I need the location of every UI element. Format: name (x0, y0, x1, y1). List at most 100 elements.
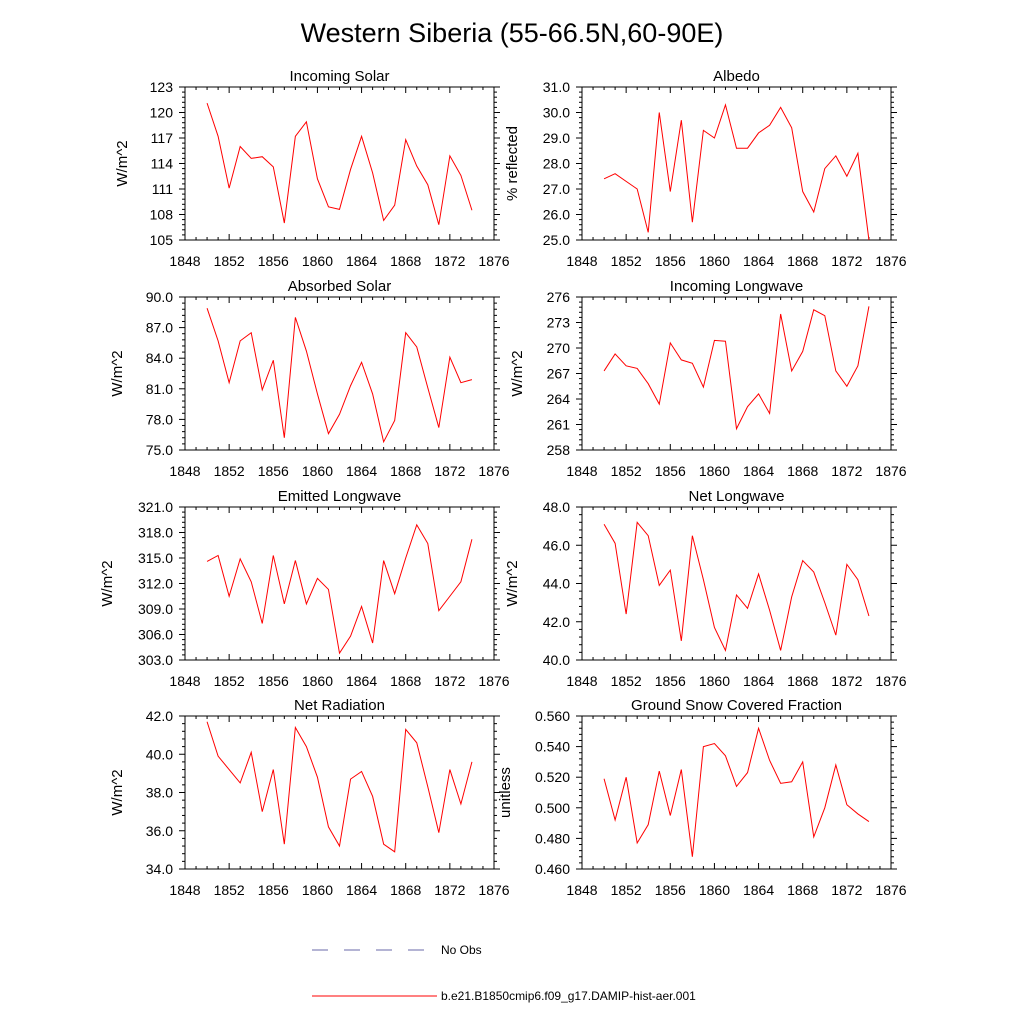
x-tick-label: 1872 (831, 882, 862, 898)
x-tick-label: 1848 (566, 253, 597, 269)
x-tick-label: 1856 (258, 882, 289, 898)
y-tick-label: 261 (547, 417, 571, 433)
y-tick-label: 0.480 (535, 830, 570, 846)
x-tick-label: 1852 (214, 882, 245, 898)
x-tick-label: 1864 (346, 673, 377, 689)
x-tick-label: 1868 (390, 463, 421, 479)
x-tick-label: 1872 (434, 463, 465, 479)
plot-frame (581, 86, 892, 241)
x-tick-label: 1868 (787, 463, 818, 479)
x-tick-label: 1852 (214, 253, 245, 269)
x-tick-label: 1876 (478, 463, 509, 479)
panel-incoming-longwave: Incoming Longwave W/m^2 1848 1852 1856 1860 18… (509, 278, 907, 479)
x-tick-label: 1848 (169, 253, 200, 269)
x-tick-label: 1860 (699, 463, 730, 479)
x-tick-label: 1848 (169, 463, 200, 479)
x-tick-label: 1856 (655, 463, 686, 479)
figure-title: Western Siberia (55-66.5N,60-90E) (301, 18, 724, 48)
y-axis-label: W/m^2 (509, 350, 526, 396)
panel-net-longwave: Net Longwave W/m^2 1848 1852 1856 1860 1864 186… (504, 488, 907, 689)
x-tick-label: 1860 (302, 463, 333, 479)
panels-group: Incoming Solar W/m^2 1848 1852 1856 1860 1864 1… (99, 68, 907, 898)
y-tick-label: 312.0 (138, 576, 173, 592)
panel-title: Net Longwave (689, 488, 785, 505)
x-tick-label: 1860 (699, 253, 730, 269)
x-tick-label: 1868 (787, 673, 818, 689)
y-tick-label: 0.520 (535, 769, 570, 785)
y-tick-label: 26.0 (543, 207, 570, 223)
y-tick-label: 114 (151, 156, 174, 172)
y-tick-label: 84.0 (146, 350, 173, 366)
panel-title: Incoming Solar (289, 68, 389, 85)
y-tick-label: 48.0 (543, 499, 570, 515)
y-tick-label: 38.0 (146, 785, 173, 801)
panel-absorbed-solar: Absorbed Solar W/m^2 1848 1852 1856 1860 1864 1… (109, 278, 510, 479)
x-tick-label: 1864 (346, 253, 377, 269)
x-tick-label: 1864 (743, 882, 774, 898)
series-line (206, 308, 473, 444)
y-tick-label: 42.0 (146, 708, 173, 724)
legend: No Obs b.e21.B1850cmip6.f09_g17.DAMIP-his… (312, 943, 696, 1003)
y-axis-label: W/m^2 (114, 140, 131, 186)
series-line (603, 306, 870, 431)
x-tick-label: 1872 (434, 882, 465, 898)
y-axis-label: % reflected (504, 126, 521, 201)
x-tick-label: 1860 (302, 673, 333, 689)
x-tick-label: 1876 (875, 673, 906, 689)
y-tick-label: 40.0 (146, 746, 173, 762)
x-tick-label: 1848 (566, 673, 597, 689)
x-tick-label: 1852 (611, 882, 642, 898)
y-axis-label: W/m^2 (109, 350, 126, 396)
x-tick-label: 1848 (566, 882, 597, 898)
panel-net-radiation: Net Radiation W/m^2 1848 1852 1856 1860 1864 18… (109, 697, 510, 898)
y-tick-label: 34.0 (146, 861, 173, 877)
x-tick-label: 1864 (346, 882, 377, 898)
x-tick-label: 1856 (258, 463, 289, 479)
x-tick-label: 1864 (743, 463, 774, 479)
x-tick-label: 1848 (169, 882, 200, 898)
x-tick-label: 1852 (214, 463, 245, 479)
panel-emitted-longwave: Emitted Longwave W/m^2 1848 1852 1856 1860 186… (99, 488, 510, 689)
x-tick-label: 1848 (566, 463, 597, 479)
y-tick-label: 267 (547, 366, 571, 382)
y-tick-label: 264 (547, 391, 571, 407)
y-axis-label: W/m^2 (99, 560, 116, 606)
series-line (603, 521, 870, 653)
series-line (603, 103, 870, 241)
y-tick-label: 46.0 (543, 537, 570, 553)
y-tick-label: 111 (152, 181, 173, 197)
x-tick-label: 1864 (346, 463, 377, 479)
legend-label: b.e21.B1850cmip6.f09_g17.DAMIP-hist-aer.… (441, 989, 696, 1003)
y-tick-label: 108 (150, 207, 174, 223)
y-tick-label: 0.500 (535, 800, 570, 816)
y-tick-label: 120 (150, 105, 174, 121)
y-tick-label: 0.560 (535, 708, 570, 724)
x-tick-label: 1860 (699, 673, 730, 689)
y-tick-label: 27.0 (543, 181, 570, 197)
x-tick-label: 1852 (214, 673, 245, 689)
panel-title: Ground Snow Covered Fraction (631, 697, 842, 714)
y-tick-label: 36.0 (146, 823, 173, 839)
y-axis-label: W/m^2 (504, 560, 521, 606)
y-tick-label: 315.0 (138, 550, 173, 566)
x-tick-label: 1868 (390, 673, 421, 689)
y-tick-label: 44.0 (543, 576, 570, 592)
plot-frame (184, 86, 495, 241)
panel-title: Emitted Longwave (278, 488, 401, 505)
legend-label: No Obs (441, 943, 482, 957)
x-tick-label: 1856 (655, 253, 686, 269)
x-tick-label: 1872 (831, 253, 862, 269)
y-tick-label: 75.0 (146, 442, 173, 458)
x-tick-label: 1876 (478, 882, 509, 898)
y-tick-label: 303.0 (138, 652, 173, 668)
x-tick-label: 1852 (611, 463, 642, 479)
x-tick-label: 1856 (655, 882, 686, 898)
x-tick-label: 1876 (875, 882, 906, 898)
y-tick-label: 81.0 (146, 381, 173, 397)
y-tick-label: 276 (547, 289, 571, 305)
y-tick-label: 28.0 (543, 156, 570, 172)
x-tick-label: 1876 (875, 253, 906, 269)
x-tick-label: 1876 (478, 253, 509, 269)
panel-title: Incoming Longwave (670, 278, 803, 295)
